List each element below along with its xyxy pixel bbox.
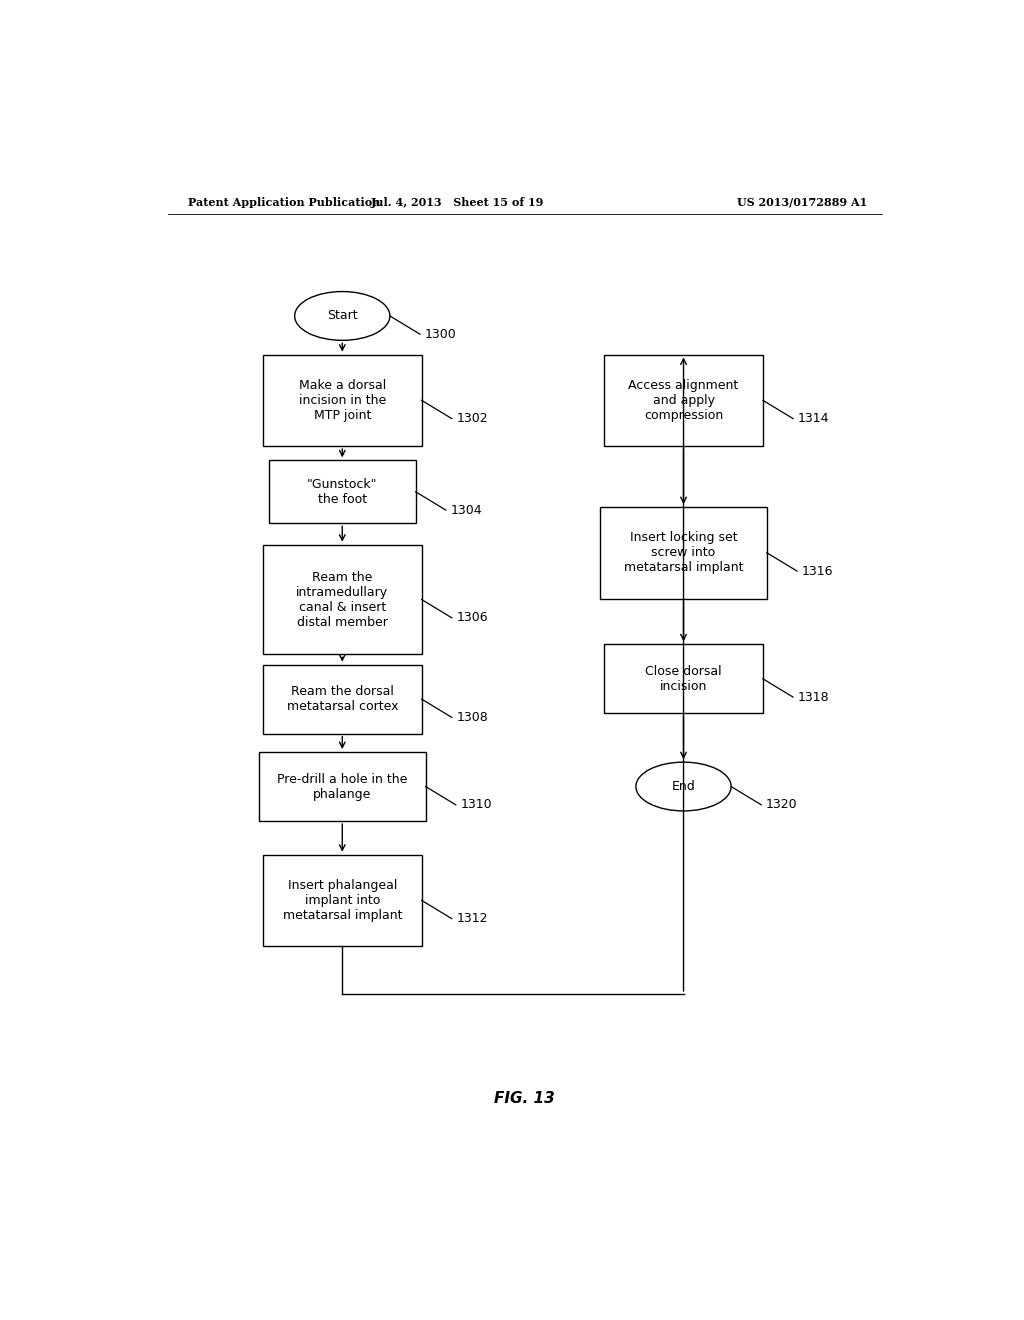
Text: 1308: 1308 [457,711,488,723]
Text: Patent Application Publication: Patent Application Publication [187,197,380,207]
Text: 1320: 1320 [766,799,798,812]
Text: Insert locking set
screw into
metatarsal implant: Insert locking set screw into metatarsal… [624,531,743,574]
Text: 1304: 1304 [451,503,482,516]
FancyBboxPatch shape [263,854,422,946]
Text: 1312: 1312 [457,912,488,925]
Text: 1306: 1306 [457,611,488,624]
FancyBboxPatch shape [263,355,422,446]
Text: Jul. 4, 2013   Sheet 15 of 19: Jul. 4, 2013 Sheet 15 of 19 [371,197,544,207]
Text: "Gunstock"
the foot: "Gunstock" the foot [307,478,378,506]
Text: 1302: 1302 [457,412,488,425]
FancyBboxPatch shape [604,644,763,713]
Text: 1300: 1300 [425,327,457,341]
Text: Make a dorsal
incision in the
MTP joint: Make a dorsal incision in the MTP joint [299,379,386,422]
Text: FIG. 13: FIG. 13 [495,1092,555,1106]
Text: 1310: 1310 [461,799,493,812]
FancyBboxPatch shape [269,461,416,523]
FancyBboxPatch shape [600,507,767,598]
FancyBboxPatch shape [263,664,422,734]
Text: Ream the
intramedullary
canal & insert
distal member: Ream the intramedullary canal & insert d… [296,570,388,628]
Text: Start: Start [327,309,357,322]
Ellipse shape [295,292,390,341]
Text: Ream the dorsal
metatarsal cortex: Ream the dorsal metatarsal cortex [287,685,398,713]
Text: Access alignment
and apply
compression: Access alignment and apply compression [629,379,738,422]
Ellipse shape [636,762,731,810]
FancyBboxPatch shape [604,355,763,446]
FancyBboxPatch shape [259,752,426,821]
Text: 1314: 1314 [798,412,829,425]
Text: Insert phalangeal
implant into
metatarsal implant: Insert phalangeal implant into metatarsa… [283,879,402,921]
FancyBboxPatch shape [263,545,422,655]
Text: US 2013/0172889 A1: US 2013/0172889 A1 [737,197,867,207]
Text: 1318: 1318 [798,690,829,704]
Text: 1316: 1316 [802,565,834,578]
Text: Close dorsal
incision: Close dorsal incision [645,665,722,693]
Text: Pre-drill a hole in the
phalange: Pre-drill a hole in the phalange [278,772,408,800]
Text: End: End [672,780,695,793]
